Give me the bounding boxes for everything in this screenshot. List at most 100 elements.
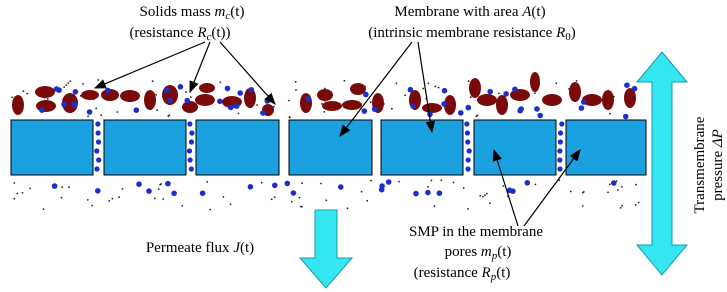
solid-particle bbox=[342, 100, 362, 110]
label-text: (t) bbox=[497, 244, 511, 260]
fine-particle bbox=[26, 93, 28, 95]
smp-particle bbox=[464, 121, 469, 126]
smp-particle bbox=[503, 91, 509, 97]
fine-particle bbox=[22, 192, 24, 194]
smp-particle bbox=[442, 88, 448, 94]
smp-particle bbox=[265, 98, 271, 104]
smp-particle bbox=[136, 181, 142, 187]
fine-particle bbox=[223, 196, 225, 198]
label-text: Solids mass bbox=[140, 4, 215, 20]
smp-particle bbox=[291, 190, 297, 196]
solid-particle bbox=[36, 100, 56, 112]
smp-particle bbox=[95, 121, 100, 126]
smp-particle bbox=[52, 183, 58, 189]
fine-particle bbox=[69, 80, 71, 82]
smp-particle bbox=[487, 89, 493, 95]
fine-particle bbox=[97, 79, 99, 81]
fine-particle bbox=[607, 192, 609, 194]
label-text: (t) bbox=[240, 240, 254, 256]
smp-particle bbox=[134, 107, 140, 113]
solid-particle bbox=[144, 90, 156, 110]
smp-particle bbox=[225, 86, 231, 92]
label-math: m bbox=[481, 244, 492, 260]
fine-particle bbox=[261, 182, 263, 184]
label-text: pores bbox=[445, 244, 481, 260]
fine-particle bbox=[617, 189, 619, 191]
membrane-label: Membrane with area A(t) bbox=[394, 4, 545, 20]
fine-particle bbox=[16, 193, 18, 195]
solid-particle bbox=[530, 72, 540, 92]
membrane-block bbox=[289, 120, 372, 175]
fine-particle bbox=[82, 83, 84, 85]
fine-particle bbox=[61, 186, 63, 188]
smp-particle bbox=[146, 188, 152, 194]
fine-particle bbox=[209, 209, 211, 211]
smp-particle bbox=[441, 101, 447, 107]
smp-particle bbox=[105, 88, 111, 94]
fine-particle bbox=[168, 114, 170, 116]
fine-particle bbox=[467, 208, 469, 210]
fine-particle bbox=[489, 202, 491, 204]
smp-particle bbox=[96, 139, 101, 144]
membrane-block bbox=[566, 120, 646, 175]
fine-particle bbox=[155, 94, 157, 96]
membrane-block bbox=[381, 120, 463, 175]
smp-particle bbox=[167, 98, 173, 104]
label-math: R bbox=[196, 25, 206, 41]
smp-particle bbox=[581, 99, 587, 105]
fine-particle bbox=[398, 181, 400, 183]
smp-particle bbox=[94, 166, 99, 171]
fine-particle bbox=[370, 101, 372, 103]
smp-particle bbox=[272, 183, 278, 189]
fine-particle bbox=[230, 204, 232, 206]
pointer-arrow bbox=[418, 42, 432, 132]
fine-particle bbox=[67, 82, 69, 84]
fine-particle bbox=[635, 204, 637, 206]
smp-particle bbox=[87, 109, 93, 115]
label-text: Permeate flux bbox=[146, 240, 233, 256]
fine-particle bbox=[61, 197, 63, 199]
smp-particle bbox=[234, 103, 240, 109]
fine-particle bbox=[344, 80, 346, 82]
smp-particle bbox=[54, 86, 60, 92]
smp-particle bbox=[187, 148, 192, 153]
smp-particle bbox=[248, 184, 254, 190]
membrane-block bbox=[196, 120, 279, 175]
smp-particle bbox=[559, 121, 564, 126]
fine-particle bbox=[391, 108, 393, 110]
fine-particle bbox=[453, 182, 455, 184]
fine-particle bbox=[185, 91, 187, 93]
smp-particle bbox=[632, 86, 638, 92]
smp-particle bbox=[537, 113, 543, 119]
smp-particle bbox=[184, 98, 190, 104]
smp-particle bbox=[39, 107, 45, 113]
fine-particle bbox=[118, 196, 120, 198]
smp-particle bbox=[96, 157, 101, 162]
fine-particle bbox=[434, 86, 436, 88]
smp-particle bbox=[187, 121, 192, 126]
fine-particle bbox=[347, 207, 349, 209]
label-text: pressure bbox=[710, 147, 726, 201]
smp-particle bbox=[466, 157, 471, 162]
smp-particle bbox=[465, 130, 470, 135]
smp-particle bbox=[611, 180, 617, 186]
fine-particle bbox=[238, 113, 240, 115]
smp-label: pores mp(t) bbox=[445, 244, 512, 262]
pointer-arrow bbox=[95, 42, 205, 88]
fine-particle bbox=[122, 188, 124, 190]
smp-particle bbox=[171, 191, 177, 197]
smp-particle bbox=[557, 148, 562, 153]
fine-particle bbox=[271, 199, 273, 201]
membrane-block bbox=[474, 120, 556, 175]
smp-particle bbox=[465, 166, 470, 171]
solid-particle bbox=[569, 82, 581, 102]
label-math: R bbox=[555, 25, 565, 41]
label-text: (t)) bbox=[211, 25, 230, 41]
membrane-block bbox=[11, 120, 93, 175]
solid-particle bbox=[35, 86, 55, 98]
fine-particle bbox=[160, 183, 162, 185]
fine-particle bbox=[116, 111, 118, 113]
fine-particle bbox=[65, 84, 67, 86]
fine-particle bbox=[323, 111, 325, 113]
fine-particle bbox=[100, 114, 102, 116]
